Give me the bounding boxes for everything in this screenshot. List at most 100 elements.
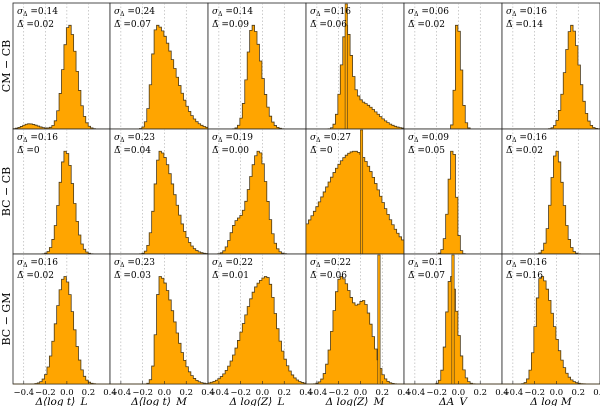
x-tick-label: 0.0 [354,388,368,398]
panel-r2-c4: σΔ =0.1 Δ̄ =0.07 [403,253,503,385]
x-tick-label: 0.0 [452,388,466,398]
column-label-1: Δ⟨log t⟩_M [130,396,187,406]
x-tick-label: 0.4 [299,388,313,398]
mean-label: Δ̄ =0.02 [506,146,543,156]
mean-label: Δ̄ =0.02 [17,271,54,281]
panel-r2-c5: σΔ =0.16 Δ̄ =0.16 [501,253,600,385]
sigma-label: σΔ =0.16 [17,258,58,269]
x-tick-label: 0.4 [103,388,117,398]
column-label-4: ΔA_V [438,396,468,406]
panel-r2-c3: σΔ =0.22 Δ̄ =0.06 [305,253,405,385]
sigma-label: σΔ =0.09 [408,133,449,144]
histogram-bars [305,276,405,385]
histogram-bars [305,150,405,255]
sigma-label: σΔ =0.19 [212,133,253,144]
panel-r1-c3: σΔ =0.27 Δ̄ =0 [305,128,405,255]
x-tick-label: 0.2 [375,388,389,398]
sigma-label: σΔ =0.16 [310,7,351,18]
x-tick-label: 0.4 [201,388,215,398]
x-tick-label: −0.4 [503,388,524,398]
x-tick-label: 0.2 [571,388,585,398]
x-tick-label: −0.2 [328,388,349,398]
x-tick-label: 0.0 [550,388,564,398]
mean-label: Δ̄ =0.02 [17,20,54,30]
x-tick-label: 0.0 [256,388,270,398]
panel-r0-c4: σΔ =0.06 Δ̄ =0.02 [403,2,503,130]
sigma-label: σΔ =0.27 [310,133,351,144]
x-tick-label: −0.2 [524,388,545,398]
mean-label: Δ̄ =0 [310,146,333,156]
sigma-label: σΔ =0.16 [17,133,58,144]
sigma-label: σΔ =0.06 [408,7,449,18]
x-tick-label: 0.4 [495,388,509,398]
x-tick-label: 0.2 [82,388,96,398]
panels-layer: σΔ =0.14 Δ̄ =0.02 σΔ =0.24 Δ̄ =0.07 σΔ =0.14… [12,2,600,385]
x-tick-label: −0.4 [13,388,34,398]
panel-r2-c0: σΔ =0.16 Δ̄ =0.02 [12,253,111,385]
column-label-2: Δ log⟨Z⟩_L [228,396,284,406]
row-label-1: BC − CB [0,167,13,216]
panel-r2-c2: σΔ =0.22 Δ̄ =0.01 [207,253,307,385]
mean-label: Δ̄ =0.02 [408,20,445,30]
sigma-label: σΔ =0.22 [212,258,253,269]
panel-r0-c5: σΔ =0.16 Δ̄ =0.14 [501,2,600,130]
panel-r0-c3: σΔ =0.16 Δ̄ =0.06 [305,2,405,130]
column-label-0: Δ⟨log t⟩_L [35,396,88,406]
x-tick-label: −0.2 [132,388,153,398]
sigma-label: σΔ =0.14 [212,7,253,18]
mean-label: Δ̄ =0.16 [506,271,543,281]
panel-r1-c1: σΔ =0.23 Δ̄ =0.04 [109,128,209,255]
mean-label: Δ̄ =0.09 [212,20,249,30]
mean-label: Δ̄ =0.06 [310,271,347,281]
mean-label: Δ̄ =0.01 [212,271,249,281]
panel-r1-c5: σΔ =0.16 Δ̄ =0.02 [501,128,600,255]
histogram-bars [110,276,209,385]
histogram-bars [502,276,600,385]
panel-r1-c4: σΔ =0.09 Δ̄ =0.05 [403,128,503,255]
column-label-5: Δ log M [529,396,572,406]
x-tick-label: 0.2 [277,388,291,398]
sigma-label: σΔ =0.23 [114,133,155,144]
histogram-bars [207,276,307,385]
histogram-bars [13,276,110,385]
mean-label: Δ̄ =0.06 [310,20,347,30]
x-tick-label: 0.0 [60,388,74,398]
row-label-0: CM − CB [0,40,13,92]
sigma-label: σΔ =0.22 [310,258,351,269]
x-tick-label: −0.4 [111,388,132,398]
row-label-2: BC − GM [0,293,13,346]
x-tick-label: 0.2 [179,388,193,398]
x-tick-label: 0.4 [397,388,411,398]
x-tick-label: −0.4 [307,388,328,398]
sigma-label: σΔ =0.1 [408,258,443,269]
x-tick-label: 0.0 [158,388,172,398]
panel-r0-c1: σΔ =0.24 Δ̄ =0.07 [109,2,209,130]
mean-label: Δ̄ =0.14 [506,20,543,30]
panel-r2-c1: σΔ =0.23 Δ̄ =0.03 [109,253,209,385]
panel-r1-c2: σΔ =0.19 Δ̄ =0.00 [207,128,307,255]
panel-r0-c2: σΔ =0.14 Δ̄ =0.09 [207,2,307,130]
tick-layer: −0.4 −0.2 0.0 0.2 0.4−0.4 −0.2 0.0 0.2 0.4−0.4 −0… [13,381,600,398]
histogram-spike [451,254,455,385]
histogram-spike [360,129,364,255]
x-tick-label: −0.2 [230,388,251,398]
label-layer: Δ⟨log t⟩_L Δ⟨log t⟩_M Δ log⟨Z⟩_L Δ log⟨Z⟩_M… [0,40,572,406]
sigma-label: σΔ =0.24 [114,7,155,18]
mean-label: Δ̄ =0.00 [212,146,249,156]
mean-label: Δ̄ =0.03 [114,271,151,281]
mean-label: Δ̄ =0.07 [114,20,151,30]
mean-label: Δ̄ =0.04 [114,146,151,156]
sigma-label: σΔ =0.16 [506,258,547,269]
sigma-label: σΔ =0.23 [114,258,155,269]
sigma-label: σΔ =0.16 [506,7,547,18]
histogram-spike [377,254,381,385]
sigma-label: σΔ =0.14 [17,7,58,18]
x-tick-label: −0.4 [405,388,426,398]
mean-label: Δ̄ =0 [17,146,40,156]
mean-label: Δ̄ =0.05 [408,146,445,156]
x-tick-label: −0.4 [209,388,230,398]
x-tick-label: 0.2 [473,388,487,398]
x-tick-label: −0.2 [35,388,56,398]
x-tick-label: −0.2 [426,388,447,398]
